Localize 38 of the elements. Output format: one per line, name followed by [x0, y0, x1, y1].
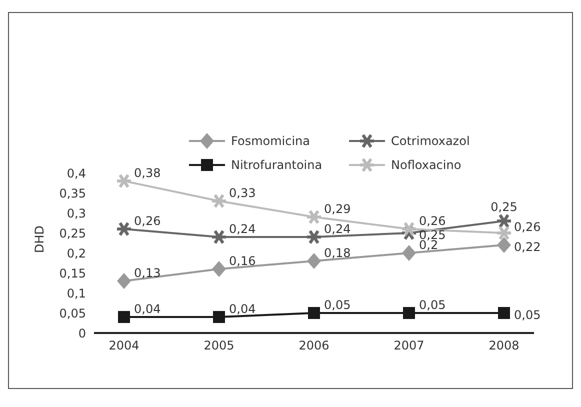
annotation: 0,25 — [490, 200, 518, 214]
data-label: 0,04 — [134, 302, 161, 316]
data-label: 0,05 — [514, 308, 541, 322]
data-label: 0,22 — [514, 240, 541, 254]
data-label: 0,24 — [229, 222, 256, 236]
data-label: 0,04 — [229, 302, 256, 316]
annotation: 0,26 — [514, 220, 541, 234]
data-label: 0,26 — [134, 214, 161, 228]
y-tick-label: 0,4 — [66, 166, 86, 180]
y-tick-label: 0 — [78, 326, 86, 340]
data-label: 0,38 — [134, 166, 161, 180]
legend-label: Cotrimoxazol — [391, 134, 470, 148]
legend-label: Nitrofurantoina — [231, 158, 322, 172]
legend-label: Nofloxacino — [391, 158, 462, 172]
y-tick-label: 0,05 — [59, 306, 86, 320]
y-tick-label: 0,35 — [59, 186, 86, 200]
y-axis-title: DHD — [32, 225, 46, 253]
data-label: 0,29 — [324, 202, 351, 216]
data-label: 0,33 — [229, 186, 256, 200]
data-label: 0,13 — [134, 266, 161, 280]
x-tick-label: 2006 — [298, 338, 330, 353]
data-label: 0,25 — [419, 228, 446, 242]
data-label: 0,26 — [419, 214, 446, 228]
y-tick-label: 0,25 — [59, 226, 86, 240]
x-tick-label: 2004 — [108, 338, 140, 353]
data-label: 0,05 — [419, 298, 446, 312]
x-tick-label: 2005 — [204, 338, 234, 353]
data-label: 0,05 — [324, 298, 351, 312]
y-tick-label: 0,1 — [66, 286, 86, 300]
y-tick-label: 0,3 — [66, 206, 86, 220]
y-tick-label: 0,2 — [66, 246, 86, 260]
legend-label: Fosmomicina — [231, 134, 310, 148]
y-tick-label: 0,15 — [59, 266, 86, 280]
data-label: 0,18 — [324, 246, 351, 260]
x-tick-label: 2007 — [394, 338, 424, 353]
data-label: 0,24 — [324, 222, 351, 236]
data-label: 0,16 — [229, 254, 256, 268]
x-tick-label: 2008 — [488, 338, 520, 353]
